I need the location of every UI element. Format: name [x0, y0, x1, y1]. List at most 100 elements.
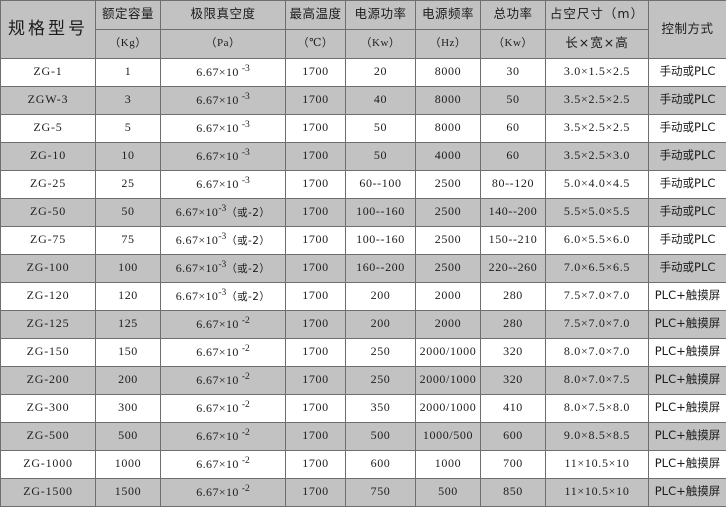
cell-temp: 1700: [285, 478, 346, 507]
cell-power: 600: [345, 450, 416, 479]
cell-frequency: 2500: [415, 254, 481, 283]
cell-total-power: 280: [480, 282, 546, 311]
cell-vacuum: 6.67×10 -3: [160, 58, 286, 87]
cell-capacity: 1000: [95, 450, 161, 479]
cell-capacity: 1500: [95, 478, 161, 507]
cell-capacity-value: 25: [121, 176, 135, 191]
vacuum-exponent: -3: [241, 64, 250, 75]
vacuum-mantissa: 6.67×10: [196, 121, 239, 136]
table-row: ZG-1 1 6.67×10 -3 1700 20 8000 30 3.0×1.5×2.5 手动或…: [0, 58, 726, 87]
cell-total-power: 60: [480, 142, 546, 171]
vacuum-mantissa: 6.67×10: [175, 205, 219, 220]
table-row: ZG-75 75 6.67×10-3（或-2） 1700 100--160 2500 150…: [0, 226, 726, 255]
cell-vacuum: 6.67×10 -3: [160, 170, 286, 199]
cell-control: 手动或PLC: [648, 198, 726, 227]
cell-dimension: 11×10.5×10: [545, 478, 649, 507]
cell-control: 手动或PLC: [648, 114, 726, 143]
cell-frequency: 8000: [415, 114, 481, 143]
cell-dimension-value: 6.0×5.5×6.0: [563, 232, 631, 247]
cell-total-power-value: 600: [503, 428, 523, 443]
cell-model: ZG-150: [0, 338, 96, 367]
cell-temp-value: 1700: [302, 204, 329, 219]
cell-temp: 1700: [285, 198, 346, 227]
cell-total-power-value: 700: [503, 456, 523, 471]
cell-power-value: 50: [373, 148, 388, 163]
cell-vacuum-value: 6.67×10 -2: [196, 316, 250, 332]
vacuum-exponent: -2: [241, 316, 250, 327]
table-row: ZG-125 125 6.67×10 -2 1700 200 2000 280 7.5×7.0×…: [0, 310, 726, 339]
cell-dimension-value: 7.5×7.0×7.0: [563, 316, 631, 331]
vacuum-mantissa: 6.67×10: [196, 401, 239, 416]
cell-power-value: 250: [370, 372, 391, 387]
cell-frequency-value: 2000/1000: [419, 344, 477, 359]
cell-dimension: 7.5×7.0×7.0: [545, 310, 649, 339]
cell-dimension-value: 5.5×5.0×5.5: [563, 204, 631, 219]
cell-dimension: 8.0×7.0×7.5: [545, 366, 649, 395]
cell-power: 750: [345, 478, 416, 507]
vacuum-mantissa: 6.67×10: [196, 65, 239, 80]
cell-power: 250: [345, 366, 416, 395]
cell-total-power: 280: [480, 310, 546, 339]
vacuum-mantissa: 6.67×10: [175, 261, 219, 276]
cell-capacity: 10: [95, 142, 161, 171]
cell-frequency: 2500: [415, 226, 481, 255]
cell-power-value: 350: [370, 400, 391, 415]
cell-vacuum: 6.67×10-3（或-2）: [160, 226, 286, 255]
cell-vacuum: 6.67×10 -3: [160, 114, 286, 143]
cell-model-value: ZG-25: [30, 176, 66, 191]
cell-power-value: 200: [370, 288, 391, 303]
cell-temp-value: 1700: [302, 344, 329, 359]
header-frequency: 电源频率: [415, 0, 481, 30]
header-temp: 最高温度: [285, 0, 346, 30]
cell-frequency: 2000/1000: [415, 394, 481, 423]
cell-control-value: PLC+触摸屏: [654, 484, 721, 499]
cell-temp-value: 1700: [302, 484, 329, 499]
cell-dimension: 3.5×2.5×3.0: [545, 142, 649, 171]
cell-dimension: 8.0×7.5×8.0: [545, 394, 649, 423]
cell-vacuum-value: 6.67×10 -2: [196, 400, 250, 416]
cell-model-value: ZGW-3: [27, 92, 69, 107]
cell-capacity: 300: [95, 394, 161, 423]
cell-model: ZG-1000: [0, 450, 96, 479]
cell-frequency-value: 8000: [434, 92, 462, 107]
cell-dimension-value: 8.0×7.0×7.5: [563, 372, 631, 387]
cell-power: 250: [345, 338, 416, 367]
cell-total-power: 850: [480, 478, 546, 507]
cell-control-value: PLC+触摸屏: [654, 372, 721, 387]
table-row: ZG-500 500 6.67×10 -2 1700 500 1000/500 600 9.0×…: [0, 422, 726, 451]
cell-vacuum: 6.67×10 -2: [160, 338, 286, 367]
table-row: ZG-100 100 6.67×10-3（或-2） 1700 160--200 2500 2…: [0, 254, 726, 283]
cell-capacity: 150: [95, 338, 161, 367]
cell-total-power-value: 80--120: [491, 176, 535, 191]
cell-dimension-value: 8.0×7.5×8.0: [563, 400, 631, 415]
cell-vacuum-value: 6.67×10 -3: [196, 148, 250, 163]
header-power: 电源功率: [345, 0, 416, 30]
cell-power: 500: [345, 422, 416, 451]
table-row: ZGW-3 3 6.67×10 -3 1700 40 8000 50 3.5×2.5×2.5 手动…: [0, 86, 726, 115]
cell-power: 60--100: [345, 170, 416, 199]
cell-capacity: 500: [95, 422, 161, 451]
cell-vacuum: 6.67×10 -2: [160, 310, 286, 339]
vacuum-mantissa: 6.67×10: [196, 485, 239, 500]
header-power-unit: （Kw）: [345, 29, 416, 59]
cell-vacuum-value: 6.67×10 -2: [196, 344, 250, 359]
cell-total-power-value: 410: [503, 400, 523, 415]
vacuum-exponent: -3: [218, 288, 227, 299]
cell-model-value: ZG-500: [26, 428, 70, 443]
cell-dimension-value: 3.5×2.5×2.5: [563, 120, 631, 135]
vacuum-mantissa: 6.67×10: [196, 317, 239, 332]
cell-vacuum-value: 6.67×10 -2: [196, 456, 250, 471]
cell-total-power: 700: [480, 450, 546, 479]
cell-capacity-value: 50: [121, 204, 135, 219]
cell-control: PLC+触摸屏: [648, 282, 726, 311]
cell-temp-value: 1700: [302, 260, 329, 275]
cell-control-value: PLC+触摸屏: [654, 316, 721, 331]
cell-total-power-value: 60: [506, 120, 520, 135]
cell-temp: 1700: [285, 422, 346, 451]
cell-temp: 1700: [285, 282, 346, 311]
vacuum-exponent: -2: [241, 428, 250, 439]
cell-model: ZG-120: [0, 282, 96, 311]
cell-control: 手动或PLC: [648, 86, 726, 115]
cell-capacity-value: 125: [118, 316, 138, 331]
cell-capacity-value: 1000: [114, 456, 142, 471]
